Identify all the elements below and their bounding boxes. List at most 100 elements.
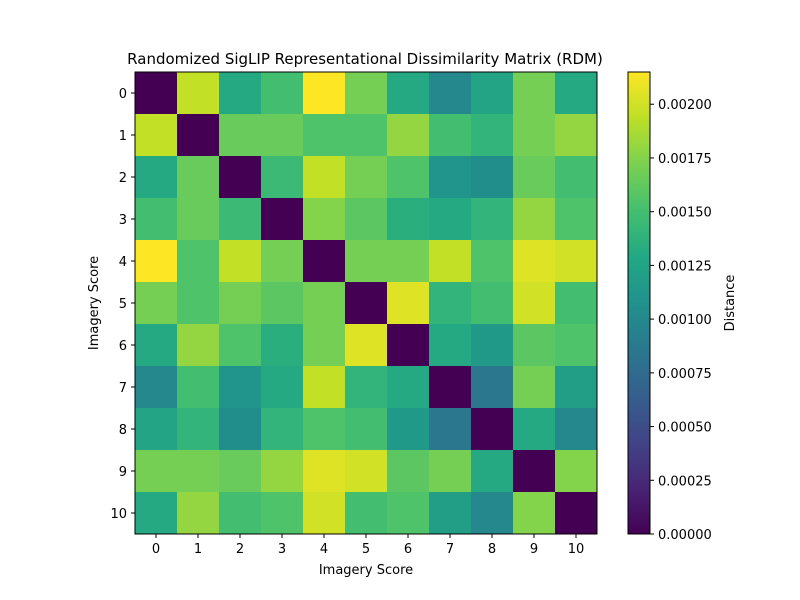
heatmap-cell <box>135 324 178 367</box>
heatmap-cell <box>345 450 388 493</box>
y-tick-label: 2 <box>119 171 127 186</box>
heatmap-cell <box>177 408 220 451</box>
heatmap-cell <box>555 198 598 241</box>
heatmap-cell <box>555 366 598 409</box>
heatmap-cell <box>429 492 472 535</box>
heatmap-cell <box>429 240 472 283</box>
heatmap-cell <box>513 114 556 157</box>
heatmap-cell <box>555 408 598 451</box>
x-tick-label: 2 <box>236 542 244 557</box>
heatmap-cell <box>387 114 430 157</box>
heatmap-cell <box>177 492 220 535</box>
y-tick-label: 1 <box>119 129 127 144</box>
heatmap-cell <box>471 198 514 241</box>
heatmap-cell <box>429 114 472 157</box>
heatmap-cell <box>429 198 472 241</box>
heatmap-cell <box>177 156 220 199</box>
heatmap-cell <box>513 156 556 199</box>
heatmap-cell <box>219 366 262 409</box>
x-tick-label: 6 <box>404 542 412 557</box>
x-tick-label: 9 <box>530 542 538 557</box>
y-axis-label: Imagery Score <box>87 256 102 350</box>
heatmap-cell <box>177 114 220 157</box>
heatmap-cell <box>261 408 304 451</box>
x-tick-label: 3 <box>278 542 286 557</box>
heatmap-cell <box>387 450 430 493</box>
colorbar-frame <box>627 71 651 535</box>
heatmap-cell <box>303 450 346 493</box>
heatmap-cell <box>513 366 556 409</box>
heatmap-cell <box>555 72 598 115</box>
heatmap-cell <box>429 324 472 367</box>
heatmap-cell <box>345 282 388 325</box>
heatmap-cell <box>219 240 262 283</box>
heatmap-cell <box>555 240 598 283</box>
heatmap-cell <box>429 450 472 493</box>
heatmap-cell <box>429 282 472 325</box>
heatmap-cell <box>429 72 472 115</box>
heatmap-cell <box>177 240 220 283</box>
colorbar-tick-label: 0.00050 <box>658 421 712 436</box>
heatmap-cell <box>135 114 178 157</box>
heatmap-cell <box>513 324 556 367</box>
heatmap-cell <box>471 282 514 325</box>
heatmap-cell <box>177 282 220 325</box>
colorbar-tick-label: 0.00025 <box>658 474 712 489</box>
heatmap-cell <box>555 282 598 325</box>
heatmap-cell <box>387 240 430 283</box>
heatmap-cell <box>261 240 304 283</box>
x-tick-label: 5 <box>362 542 370 557</box>
heatmap-cell <box>513 240 556 283</box>
heatmap-cell <box>177 366 220 409</box>
colorbar-tick-label: 0.00000 <box>658 528 712 543</box>
heatmap-cell <box>345 324 388 367</box>
heatmap-cell <box>219 198 262 241</box>
colorbar-tick-label: 0.00200 <box>658 98 712 113</box>
heatmap-cell <box>135 408 178 451</box>
heatmap-cell <box>219 324 262 367</box>
heatmap-cell <box>429 156 472 199</box>
heatmap-cell <box>471 492 514 535</box>
heatmap-cell <box>177 450 220 493</box>
heatmap-cell <box>513 450 556 493</box>
colorbar-tick-label: 0.00150 <box>658 206 712 221</box>
heatmap-cell <box>345 114 388 157</box>
heatmap-cell <box>303 492 346 535</box>
heatmap-cell <box>471 114 514 157</box>
heatmap-cell <box>429 366 472 409</box>
colorbar-tick-label: 0.00175 <box>658 152 712 167</box>
y-tick-label: 8 <box>119 423 127 438</box>
heatmap-cell <box>177 72 220 115</box>
heatmap-cell <box>471 72 514 115</box>
heatmap-cell <box>135 240 178 283</box>
heatmap-cell <box>219 492 262 535</box>
heatmap-cell <box>303 240 346 283</box>
y-tick-label: 10 <box>110 507 127 522</box>
heatmap-cell <box>429 408 472 451</box>
chart-title: Randomized SigLIP Representational Dissi… <box>127 50 603 68</box>
heatmap-cell <box>471 366 514 409</box>
heatmap-cell <box>261 492 304 535</box>
heatmap-cell <box>387 324 430 367</box>
heatmap-cell <box>513 282 556 325</box>
heatmap-cell <box>261 198 304 241</box>
heatmap-cell <box>261 366 304 409</box>
x-tick-label: 10 <box>568 542 585 557</box>
heatmap-cell <box>219 114 262 157</box>
colorbar-tick-label: 0.00100 <box>658 313 712 328</box>
heatmap-cell <box>555 324 598 367</box>
heatmap-cell <box>513 408 556 451</box>
y-tick-label: 4 <box>119 255 127 270</box>
heatmap-cell <box>387 492 430 535</box>
heatmap-cell <box>261 324 304 367</box>
heatmap-cell <box>513 198 556 241</box>
y-tick-label: 0 <box>119 87 127 102</box>
y-axis-ticks: 0 1 2 3 4 5 6 7 8 9 10 <box>110 87 135 522</box>
heatmap-cell <box>345 198 388 241</box>
heatmap-cell <box>177 198 220 241</box>
heatmap-cell <box>303 366 346 409</box>
x-axis-label: Imagery Score <box>319 563 413 578</box>
heatmap-cell <box>303 282 346 325</box>
heatmap-cell <box>261 114 304 157</box>
heatmap-cell <box>261 156 304 199</box>
